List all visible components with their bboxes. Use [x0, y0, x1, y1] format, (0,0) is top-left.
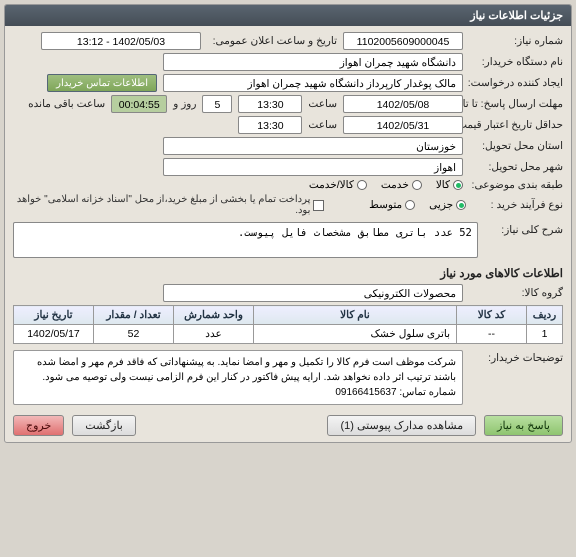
th-name: نام کالا: [254, 306, 457, 325]
td-code: --: [457, 325, 527, 344]
footer-buttons: پاسخ به نیاز مشاهده مدارک پیوستی (1) باز…: [13, 415, 563, 436]
radio-on-icon: [453, 180, 463, 190]
deadline-date-field: 1402/05/08: [343, 95, 463, 113]
th-row: ردیف: [527, 306, 563, 325]
req-no-field: 1102005609000045: [343, 32, 463, 50]
goods-table: ردیف کد کالا نام کالا واحد شمارش تعداد /…: [13, 305, 563, 344]
radio-on-icon: [456, 200, 466, 210]
th-qty: تعداد / مقدار: [94, 306, 174, 325]
goods-section-title: اطلاعات کالاهای مورد نیاز: [13, 266, 563, 280]
contact-button[interactable]: اطلاعات تماس خریدار: [47, 74, 157, 92]
hour-label-1: ساعت: [308, 98, 337, 110]
cat-both-label: کالا/خدمت: [309, 179, 354, 191]
radio-off-icon: [357, 180, 367, 190]
category-label: طبقه بندی موضوعی:: [469, 179, 563, 191]
day-label: روز و: [173, 98, 196, 110]
province-label: استان محل تحویل:: [469, 140, 563, 152]
req-no-label: شماره نیاز:: [469, 35, 563, 47]
city-field: اهواز: [163, 158, 463, 176]
validity-hour-field: 13:30: [238, 116, 302, 134]
cat-service-radio[interactable]: خدمت: [381, 179, 422, 191]
deadline-label: مهلت ارسال پاسخ: تا تاریخ:: [469, 98, 563, 111]
ann-date-label: تاریخ و ساعت اعلان عمومی:: [207, 35, 337, 47]
th-code: کد کالا: [457, 306, 527, 325]
city-label: شهر محل تحویل:: [469, 161, 563, 173]
back-button[interactable]: بازگشت: [72, 415, 136, 436]
td-date: 1402/05/17: [14, 325, 94, 344]
proc-medium-radio[interactable]: متوسط: [369, 199, 415, 211]
validity-label: حداقل تاریخ اعتبار قیمت: تا تاریخ:: [469, 119, 563, 132]
th-unit: واحد شمارش: [174, 306, 254, 325]
proc-medium-label: متوسط: [369, 199, 402, 211]
goods-group-label: گروه کالا:: [469, 287, 563, 299]
province-field: خوزستان: [163, 137, 463, 155]
validity-date-field: 1402/05/31: [343, 116, 463, 134]
cat-goods-radio[interactable]: کالا: [436, 179, 463, 191]
cat-both-radio[interactable]: کالا/خدمت: [309, 179, 367, 191]
desc-label: شرح کلی نیاز:: [484, 222, 563, 236]
cat-service-label: خدمت: [381, 179, 409, 191]
process-label: نوع فرآیند خرید :: [472, 199, 563, 211]
proc-small-radio[interactable]: جزیی: [429, 199, 466, 211]
buyer-notes-box: شرکت موظف است فرم کالا را تکمیل و مهر و …: [13, 350, 463, 405]
process-radios: جزیی متوسط پرداخت تمام یا بخشی از مبلغ خ…: [13, 194, 466, 216]
reply-button[interactable]: پاسخ به نیاز: [484, 415, 563, 436]
hour-label-2: ساعت: [308, 119, 337, 131]
payment-note: پرداخت تمام یا بخشی از مبلغ خرید،از محل …: [13, 194, 310, 216]
th-date: تاریخ نیاز: [14, 306, 94, 325]
radio-off-icon: [412, 180, 422, 190]
buyer-org-label: نام دستگاه خریدار:: [469, 56, 563, 68]
td-qty: 52: [94, 325, 174, 344]
td-unit: عدد: [174, 325, 254, 344]
payment-check[interactable]: پرداخت تمام یا بخشی از مبلغ خرید،از محل …: [13, 194, 324, 216]
td-row: 1: [527, 325, 563, 344]
cat-goods-label: کالا: [436, 179, 450, 191]
goods-group-field: محصولات الکترونیکی: [163, 284, 463, 302]
panel-body: شماره نیاز: 1102005609000045 تاریخ و ساع…: [5, 26, 571, 442]
remain-label: ساعت باقی مانده: [28, 98, 105, 110]
buyer-org-field: دانشگاه شهید چمران اهواز: [163, 53, 463, 71]
panel-title: جزئیات اطلاعات نیاز: [5, 5, 571, 26]
td-name: باتری سلول خشک: [254, 325, 457, 344]
radio-off-icon: [405, 200, 415, 210]
attachments-button[interactable]: مشاهده مدارک پیوستی (1): [327, 415, 476, 436]
category-radios: کالا خدمت کالا/خدمت: [309, 179, 463, 191]
desc-field: [13, 222, 478, 258]
proc-small-label: جزیی: [429, 199, 453, 211]
remain-time-field: 00:04:55: [111, 95, 167, 113]
creator-field: مالک پوغدار کارپرداز دانشگاه شهید چمران …: [163, 74, 463, 92]
table-header-row: ردیف کد کالا نام کالا واحد شمارش تعداد /…: [14, 306, 563, 325]
buyer-notes-label: توضیحات خریدار:: [469, 350, 563, 364]
deadline-hour-field: 13:30: [238, 95, 302, 113]
ann-date-field: 1402/05/03 - 13:12: [41, 32, 201, 50]
table-row[interactable]: 1 -- باتری سلول خشک عدد 52 1402/05/17: [14, 325, 563, 344]
details-panel: جزئیات اطلاعات نیاز شماره نیاز: 11020056…: [4, 4, 572, 443]
checkbox-icon: [313, 200, 324, 211]
creator-label: ایجاد کننده درخواست:: [469, 77, 563, 89]
deadline-day-field: 5: [202, 95, 232, 113]
exit-button[interactable]: خروج: [13, 415, 64, 436]
